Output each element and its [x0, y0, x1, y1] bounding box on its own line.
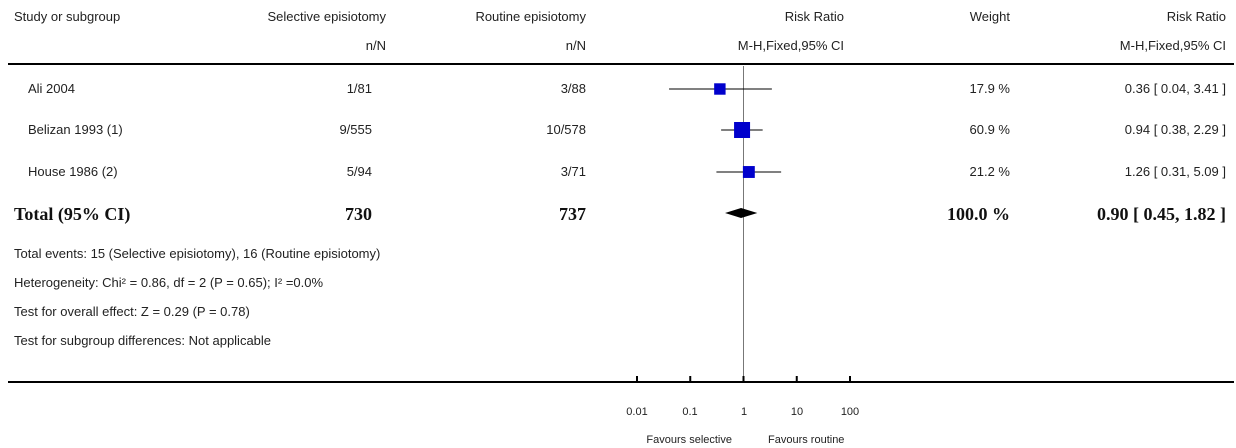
study-name: Ali 2004: [28, 81, 75, 96]
effect-marker: [734, 122, 751, 138]
study-selective: 5/94: [346, 164, 372, 179]
x-tick-label: 1: [740, 406, 748, 418]
x-tick-label: 100: [840, 406, 860, 418]
header-plot-method: M-H,Fixed,95% CI: [737, 38, 844, 53]
favours-left-label: Favours selective: [646, 434, 732, 446]
effect-marker: [714, 83, 726, 95]
header-routine: Routine episiotomy: [475, 9, 586, 24]
pooled-diamond: [725, 208, 758, 218]
x-tick-label: 0.1: [682, 406, 698, 418]
header-rr-method: M-H,Fixed,95% CI: [1119, 38, 1226, 53]
heterogeneity-note: Heterogeneity: Chi² = 0.86, df = 2 (P = …: [14, 275, 324, 290]
x-tick-label: 0.01: [626, 406, 648, 418]
header-selective: Selective episiotomy: [267, 9, 387, 24]
header-risk-ratio: Risk Ratio: [1166, 9, 1226, 24]
header-selective-sub: n/N: [365, 38, 386, 53]
overall-effect-note: Test for overall effect: Z = 0.29 (P = 0…: [14, 304, 250, 319]
subgroup-note: Test for subgroup differences: Not appli…: [14, 333, 272, 348]
total-rr: 0.90 [ 0.45, 1.82 ]: [1097, 204, 1226, 224]
study-weight: 17.9 %: [969, 81, 1010, 96]
total-events-note: Total events: 15 (Selective episiotomy),…: [14, 246, 381, 261]
total-selective: 730: [345, 204, 372, 224]
header-risk-ratio-plot: Risk Ratio: [784, 9, 844, 24]
study-name: Belizan 1993 (1): [28, 122, 123, 137]
study-rr: 1.26 [ 0.31, 5.09 ]: [1124, 164, 1226, 179]
study-selective: 9/555: [339, 122, 372, 137]
total-label: Total (95% CI): [14, 204, 131, 224]
total-routine: 737: [559, 204, 586, 224]
header-study: Study or subgroup: [14, 9, 121, 24]
study-selective: 1/81: [346, 81, 372, 96]
study-routine: 10/578: [546, 122, 586, 137]
bottom-rule: [8, 381, 1234, 383]
study-weight: 21.2 %: [969, 164, 1010, 179]
header-rule: [8, 63, 1234, 65]
total-weight: 100.0 %: [947, 204, 1010, 224]
study-name: House 1986 (2): [28, 164, 118, 179]
study-routine: 3/88: [560, 81, 586, 96]
study-routine: 3/71: [560, 164, 586, 179]
x-tick-label: 10: [790, 406, 804, 418]
study-rr: 0.36 [ 0.04, 3.41 ]: [1124, 81, 1226, 96]
study-rr: 0.94 [ 0.38, 2.29 ]: [1124, 122, 1226, 137]
favours-right-label: Favours routine: [768, 434, 845, 446]
effect-marker: [742, 166, 755, 178]
header-weight: Weight: [969, 9, 1010, 24]
study-weight: 60.9 %: [969, 122, 1010, 137]
header-routine-sub: n/N: [565, 38, 586, 53]
